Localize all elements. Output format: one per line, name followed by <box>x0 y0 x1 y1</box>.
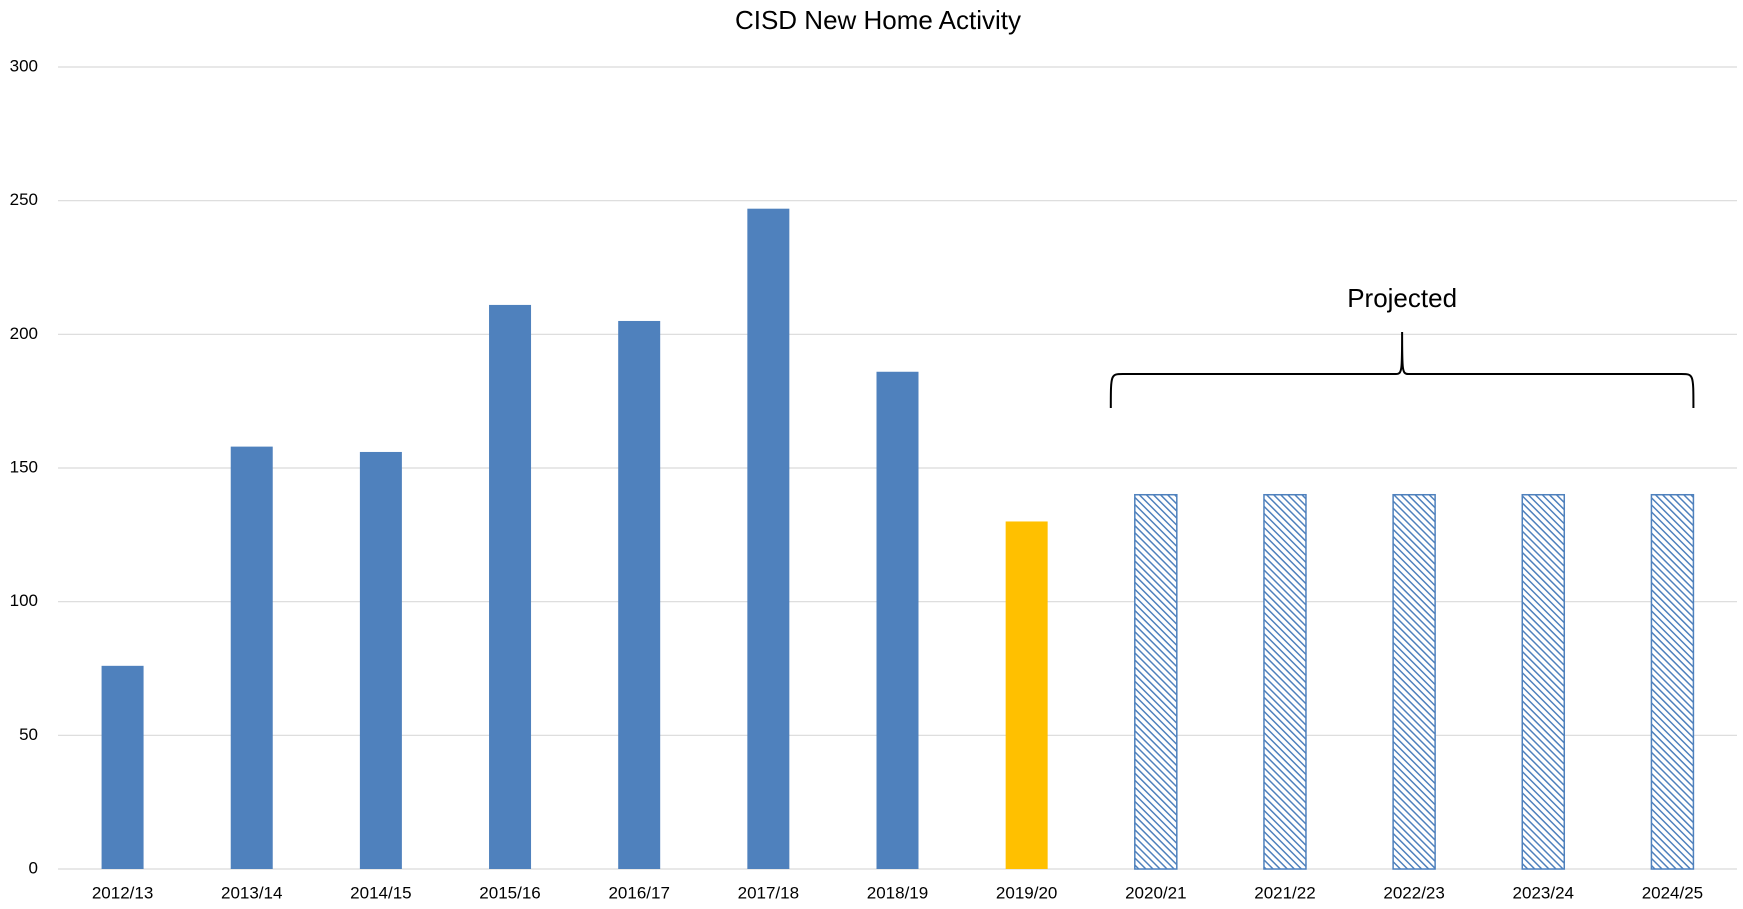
y-tick-label: 250 <box>10 190 38 209</box>
y-tick-label: 100 <box>10 591 38 610</box>
annotation: Projected <box>1347 283 1457 313</box>
bar <box>876 371 919 869</box>
x-tick-label: 2024/25 <box>1642 883 1703 902</box>
bar <box>747 208 790 870</box>
bar <box>359 451 402 869</box>
x-tick-label: 2018/19 <box>867 883 928 902</box>
x-tick-label: 2014/15 <box>350 883 411 902</box>
y-tick-label: 0 <box>29 858 38 877</box>
x-tick-label: 2013/14 <box>221 883 282 902</box>
x-tick-label: 2017/18 <box>738 883 799 902</box>
bar <box>1005 521 1048 869</box>
x-tick-label: 2015/16 <box>479 883 540 902</box>
x-tick-label: 2022/23 <box>1383 883 1444 902</box>
y-tick-label: 150 <box>10 457 38 476</box>
bar <box>1392 493 1436 870</box>
x-tick-label: 2020/21 <box>1125 883 1186 902</box>
x-tick-label: 2021/22 <box>1254 883 1315 902</box>
x-tick-label: 2023/24 <box>1513 883 1574 902</box>
bar <box>1134 493 1178 870</box>
y-tick-label: 50 <box>19 725 38 744</box>
brace <box>1109 331 1695 409</box>
bar <box>489 304 532 870</box>
x-tick-label: 2012/13 <box>92 883 153 902</box>
y-tick-label: 200 <box>10 324 38 343</box>
bar <box>230 446 273 869</box>
x-tick-label: 2019/20 <box>996 883 1057 902</box>
bar <box>1521 493 1566 870</box>
x-tick-label: 2016/17 <box>608 883 669 902</box>
bar <box>1650 493 1695 870</box>
bar <box>101 665 144 869</box>
bar <box>1263 493 1307 870</box>
chart-title: CISD New Home Activity <box>735 5 1021 35</box>
y-tick-label: 300 <box>10 56 38 75</box>
bar <box>618 320 661 869</box>
